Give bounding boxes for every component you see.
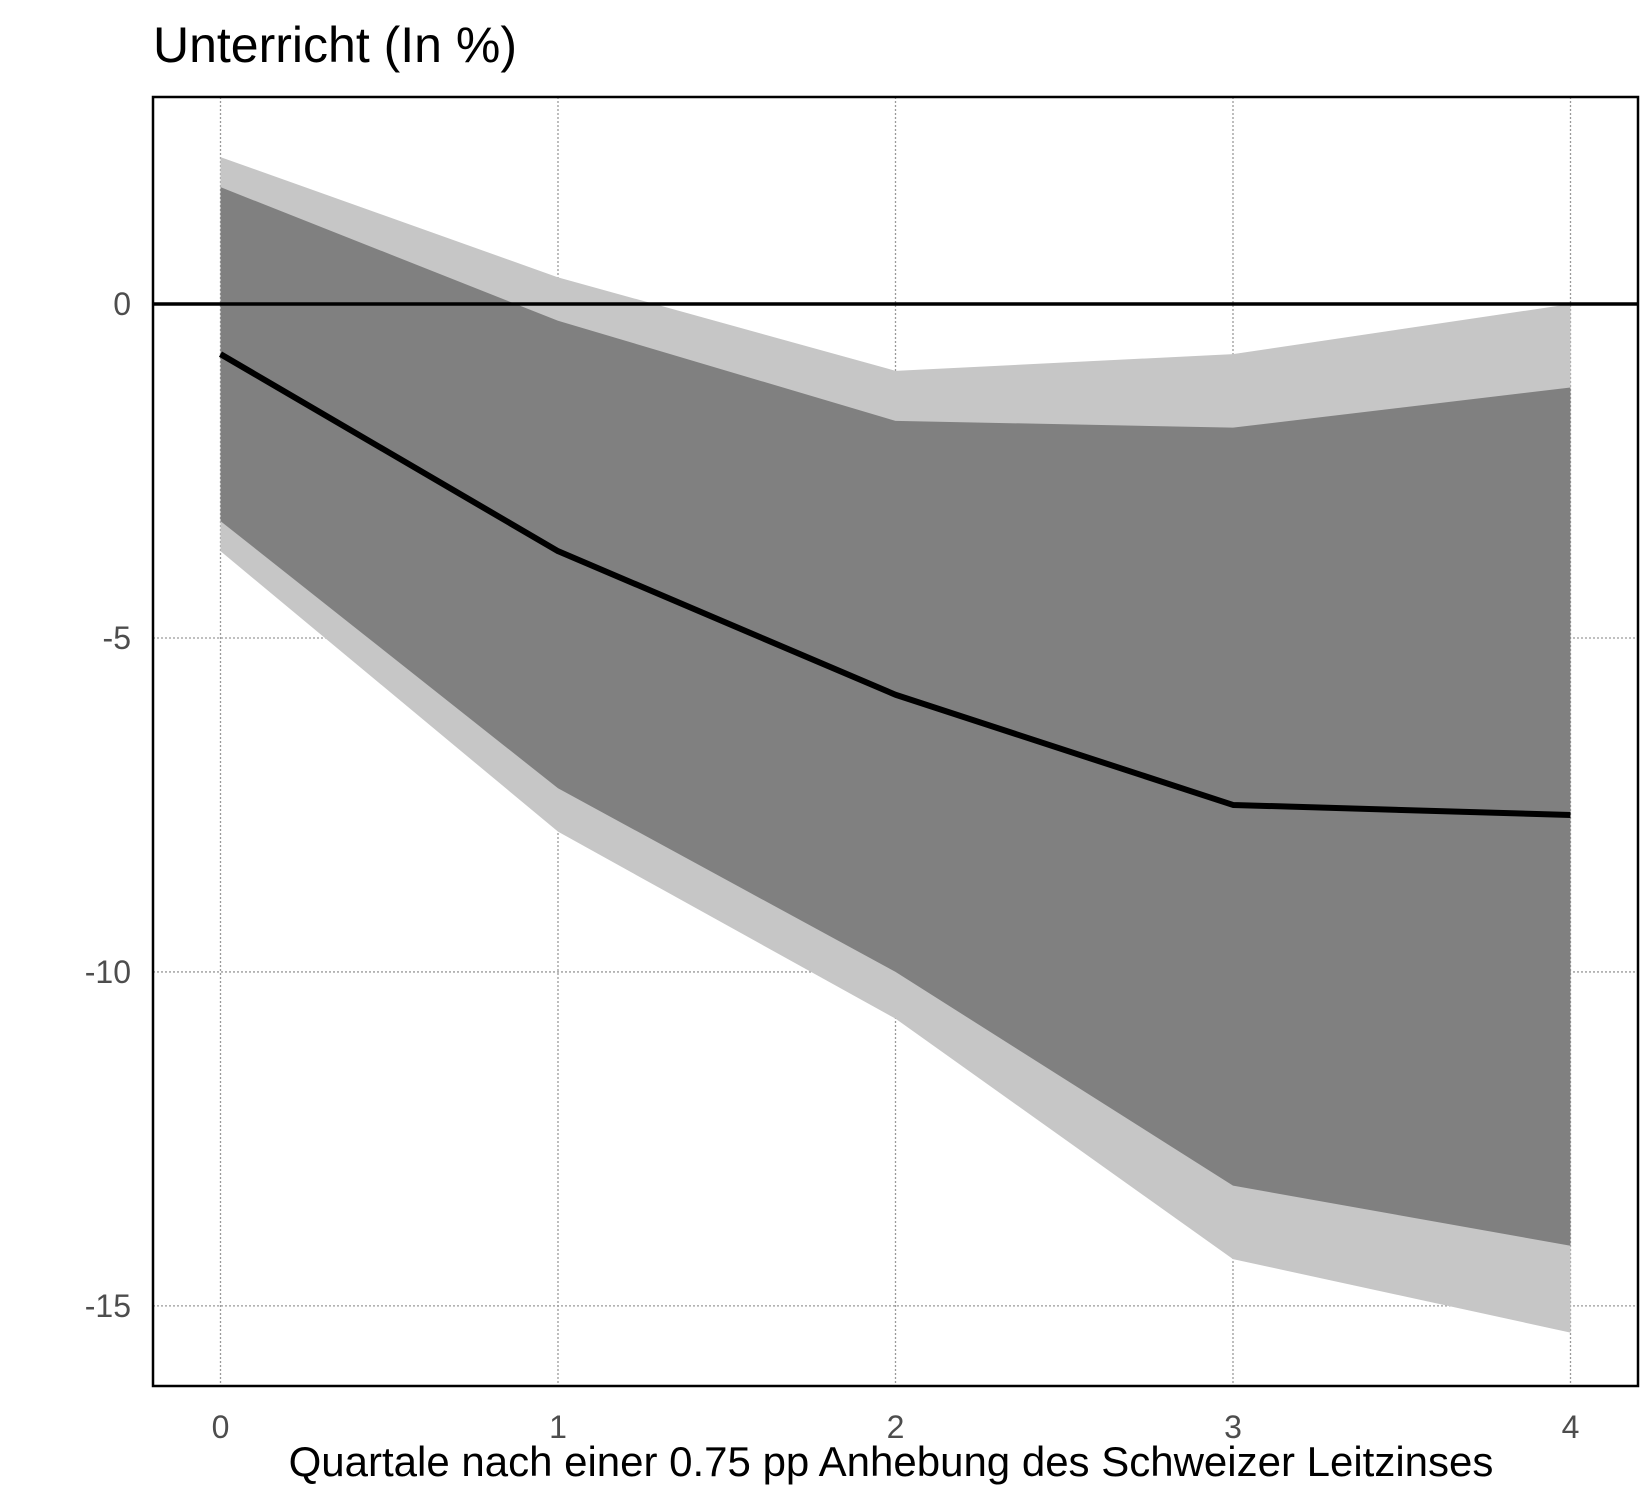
tick-labels: 0 1 2 3 4 0 -5 -10 -15 <box>85 286 1580 1445</box>
median-line-layer <box>153 302 1638 818</box>
x-tick-label-2: 2 <box>887 1409 905 1445</box>
inner-band <box>220 187 1571 1246</box>
y-tick-label-3: -15 <box>85 1288 131 1324</box>
y-tick-label-1: -5 <box>103 620 131 656</box>
chart-title: Unterricht (In %) <box>153 17 517 73</box>
plot-frame <box>151 95 1640 1388</box>
median-line <box>218 351 1571 818</box>
x-axis-label: Quartale nach einer 0.75 pp Anhebung des… <box>289 1438 1494 1485</box>
x-tick-label-3: 3 <box>1224 1409 1242 1445</box>
y-tick-label-0: 0 <box>113 286 131 322</box>
x-tick-label-4: 4 <box>1562 1409 1580 1445</box>
x-tick-label-0: 0 <box>212 1409 230 1445</box>
y-tick-label-2: -10 <box>85 954 131 990</box>
confidence-bands <box>220 157 1571 1333</box>
x-tick-label-1: 1 <box>549 1409 567 1445</box>
